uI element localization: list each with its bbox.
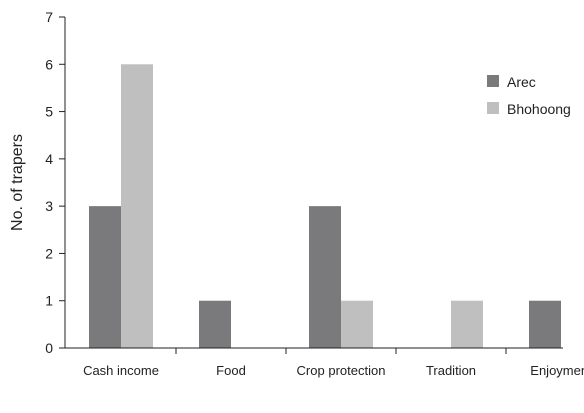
y-tick-label: 6 [45, 56, 53, 72]
x-ticks: Cash income Food Crop protection Tradition E… [83, 348, 584, 378]
bar-bhohoong-cash-income [121, 64, 153, 349]
x-category-label: Tradition [426, 363, 476, 378]
x-category-label: Cash income [83, 363, 159, 378]
bar-bhohoong-crop-protection [341, 300, 373, 348]
bar-arec-cash-income [89, 206, 121, 348]
legend-label-arec: Arec [507, 74, 536, 90]
bar-arec-enjoyment [529, 300, 561, 348]
legend-label-bhohoong: Bhohoong [507, 101, 571, 117]
y-tick-label: 4 [45, 151, 53, 167]
y-tick-label: 7 [45, 9, 53, 25]
y-tick-label: 2 [45, 245, 53, 261]
y-tick-label: 0 [45, 340, 53, 356]
legend: Arec Bhohoong [487, 74, 571, 117]
legend-swatch-arec [487, 75, 499, 87]
y-ticks: 0 1 2 3 4 5 6 7 [45, 9, 65, 356]
x-category-label: Enjoyment [530, 363, 584, 378]
y-tick-label: 3 [45, 198, 53, 214]
bar-arec-food [199, 300, 231, 348]
axes-layer [64, 17, 563, 349]
x-category-label: Food [216, 363, 246, 378]
y-axis-title: No. of trapers [9, 134, 26, 231]
y-tick-label: 5 [45, 104, 53, 120]
bar-bhohoong-tradition [451, 300, 483, 348]
bar-arec-crop-protection [309, 206, 341, 348]
x-category-label: Crop protection [297, 363, 386, 378]
bars-layer [89, 64, 561, 349]
y-tick-label: 1 [45, 293, 53, 309]
legend-swatch-bhohoong [487, 102, 499, 114]
